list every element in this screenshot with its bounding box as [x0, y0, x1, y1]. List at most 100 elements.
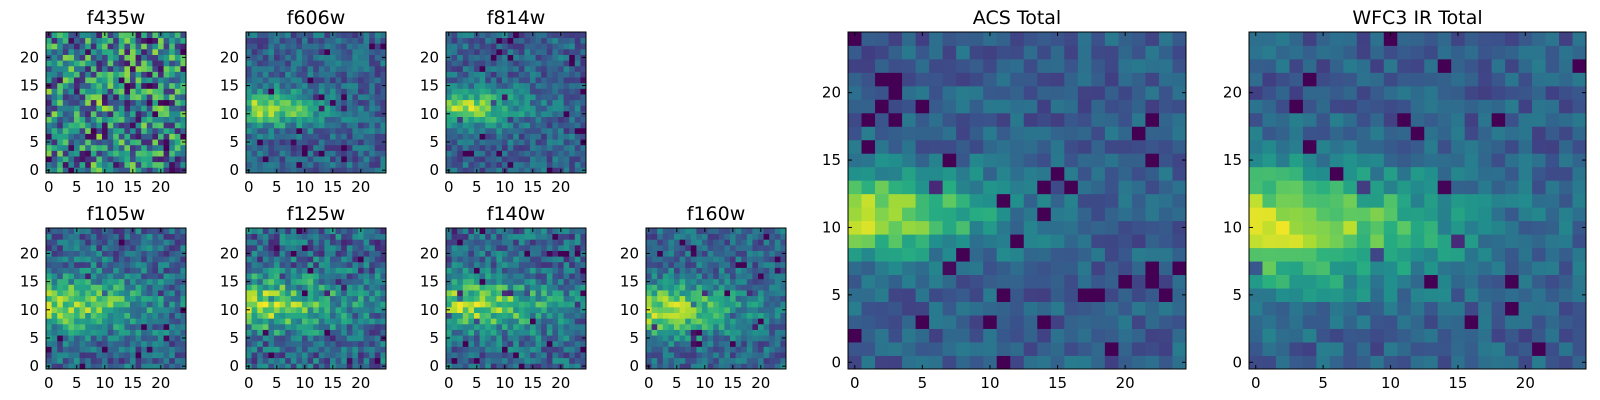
- heatmap-cell: [313, 284, 320, 291]
- heatmap-cell: [262, 323, 269, 330]
- heatmap-cell: [369, 318, 376, 325]
- heatmap-cell: [724, 261, 731, 268]
- heatmap-cell: [446, 323, 452, 330]
- heatmap-cell: [274, 88, 280, 95]
- heatmap-cell: [268, 340, 275, 347]
- heatmap-cell: [530, 335, 536, 342]
- heatmap-cell: [741, 284, 748, 291]
- heatmap-cell: [102, 352, 108, 359]
- heatmap-cell: [302, 139, 308, 146]
- heatmap-cell: [502, 346, 508, 353]
- heatmap-cell: [352, 301, 359, 308]
- heatmap-cell: [724, 346, 731, 353]
- heatmap-cell: [513, 127, 520, 134]
- heatmap-cell: [113, 340, 120, 347]
- heatmap-cell: [330, 88, 336, 95]
- heatmap-cell: [374, 256, 381, 263]
- heatmap-cell: [468, 233, 475, 240]
- heatmap-cell: [96, 352, 103, 359]
- heatmap-cell: [563, 144, 570, 151]
- heatmap-cell: [135, 54, 142, 61]
- heatmap-cell: [335, 156, 342, 163]
- heatmap-cell: [546, 156, 553, 163]
- heatmap-cell: [169, 329, 176, 336]
- heatmap-cell: [324, 144, 331, 151]
- heatmap-cell: [341, 340, 348, 347]
- heatmap-cell: [380, 99, 387, 106]
- heatmap-cell: [746, 346, 753, 353]
- heatmap-cell: [318, 267, 325, 274]
- heatmap-cell: [546, 312, 553, 319]
- heatmap-cell: [718, 261, 725, 268]
- heatmap-cell: [251, 306, 258, 313]
- heatmap-cell: [246, 346, 252, 353]
- heatmap-cell: [479, 43, 486, 50]
- heatmap-cell: [380, 340, 387, 347]
- heatmap-cell: [474, 357, 480, 364]
- heatmap-cell: [180, 318, 187, 325]
- heatmap-cell: [513, 228, 520, 235]
- heatmap-cell: [563, 37, 570, 44]
- heatmap-cell: [279, 261, 286, 268]
- heatmap-cell: [518, 301, 525, 308]
- heatmap-cell: [290, 228, 297, 235]
- heatmap-cell: [46, 329, 52, 336]
- heatmap-cell: [262, 110, 269, 117]
- heatmap-cell: [180, 122, 187, 129]
- heatmap-cell: [51, 306, 58, 313]
- heatmap-cell: [541, 278, 548, 285]
- heatmap-cell: [152, 261, 159, 268]
- heatmap-cell: [490, 32, 497, 39]
- heatmap-cell: [774, 352, 781, 359]
- heatmap-cell: [246, 312, 252, 319]
- heatmap-cell: [1077, 220, 1092, 235]
- heatmap-cell: [307, 329, 314, 336]
- heatmap-cell: [85, 244, 92, 251]
- heatmap-cell: [268, 127, 275, 134]
- heatmap-cell: [324, 352, 331, 359]
- heatmap-cell: [135, 94, 142, 101]
- heatmap-cell: [324, 244, 331, 251]
- heatmap-cell: [180, 340, 187, 347]
- heatmap-cell: [62, 340, 69, 347]
- heatmap-cell: [574, 323, 581, 330]
- heatmap-cell: [274, 352, 280, 359]
- heatmap-cell: [983, 166, 998, 181]
- heatmap-cell: [507, 116, 514, 123]
- heatmap-cell: [107, 94, 114, 101]
- heatmap-cell: [268, 116, 275, 123]
- heatmap-cell: [479, 88, 486, 95]
- heatmap-cell: [569, 161, 576, 168]
- heatmap-cell: [152, 250, 159, 257]
- heatmap-cell: [651, 284, 658, 291]
- heatmap-cell: [468, 352, 475, 359]
- heatmap-cell: [535, 301, 542, 308]
- heatmap-cell: [646, 295, 652, 302]
- heatmap-cell: [507, 278, 514, 285]
- heatmap-cell: [485, 156, 492, 163]
- heatmap-cell: [141, 105, 148, 112]
- heatmap-cell: [246, 261, 252, 268]
- heatmap-cell: [90, 139, 97, 146]
- heatmap-cell: [174, 48, 181, 55]
- heatmap-cell: [718, 250, 725, 257]
- heatmap-cell: [268, 94, 275, 101]
- heatmap-cell: [702, 290, 708, 297]
- heatmap-cell: [330, 48, 336, 55]
- heatmap-cell: [462, 144, 469, 151]
- heatmap-cell: [257, 105, 264, 112]
- heatmap-cell: [563, 278, 570, 285]
- heatmap-cell: [552, 32, 559, 39]
- heatmap-cell: [118, 48, 125, 55]
- heatmap-cell: [496, 244, 503, 251]
- heatmap-cell: [262, 144, 269, 151]
- heatmap-cell: [546, 352, 553, 359]
- heatmap-cell: [558, 144, 564, 151]
- heatmap-cell: [696, 261, 703, 268]
- heatmap-cell: [1037, 274, 1052, 289]
- heatmap-cell: [163, 312, 170, 319]
- heatmap-cell: [646, 323, 652, 330]
- heatmap-cell: [485, 37, 492, 44]
- heatmap-cell: [74, 144, 80, 151]
- heatmap-cell: [102, 43, 108, 50]
